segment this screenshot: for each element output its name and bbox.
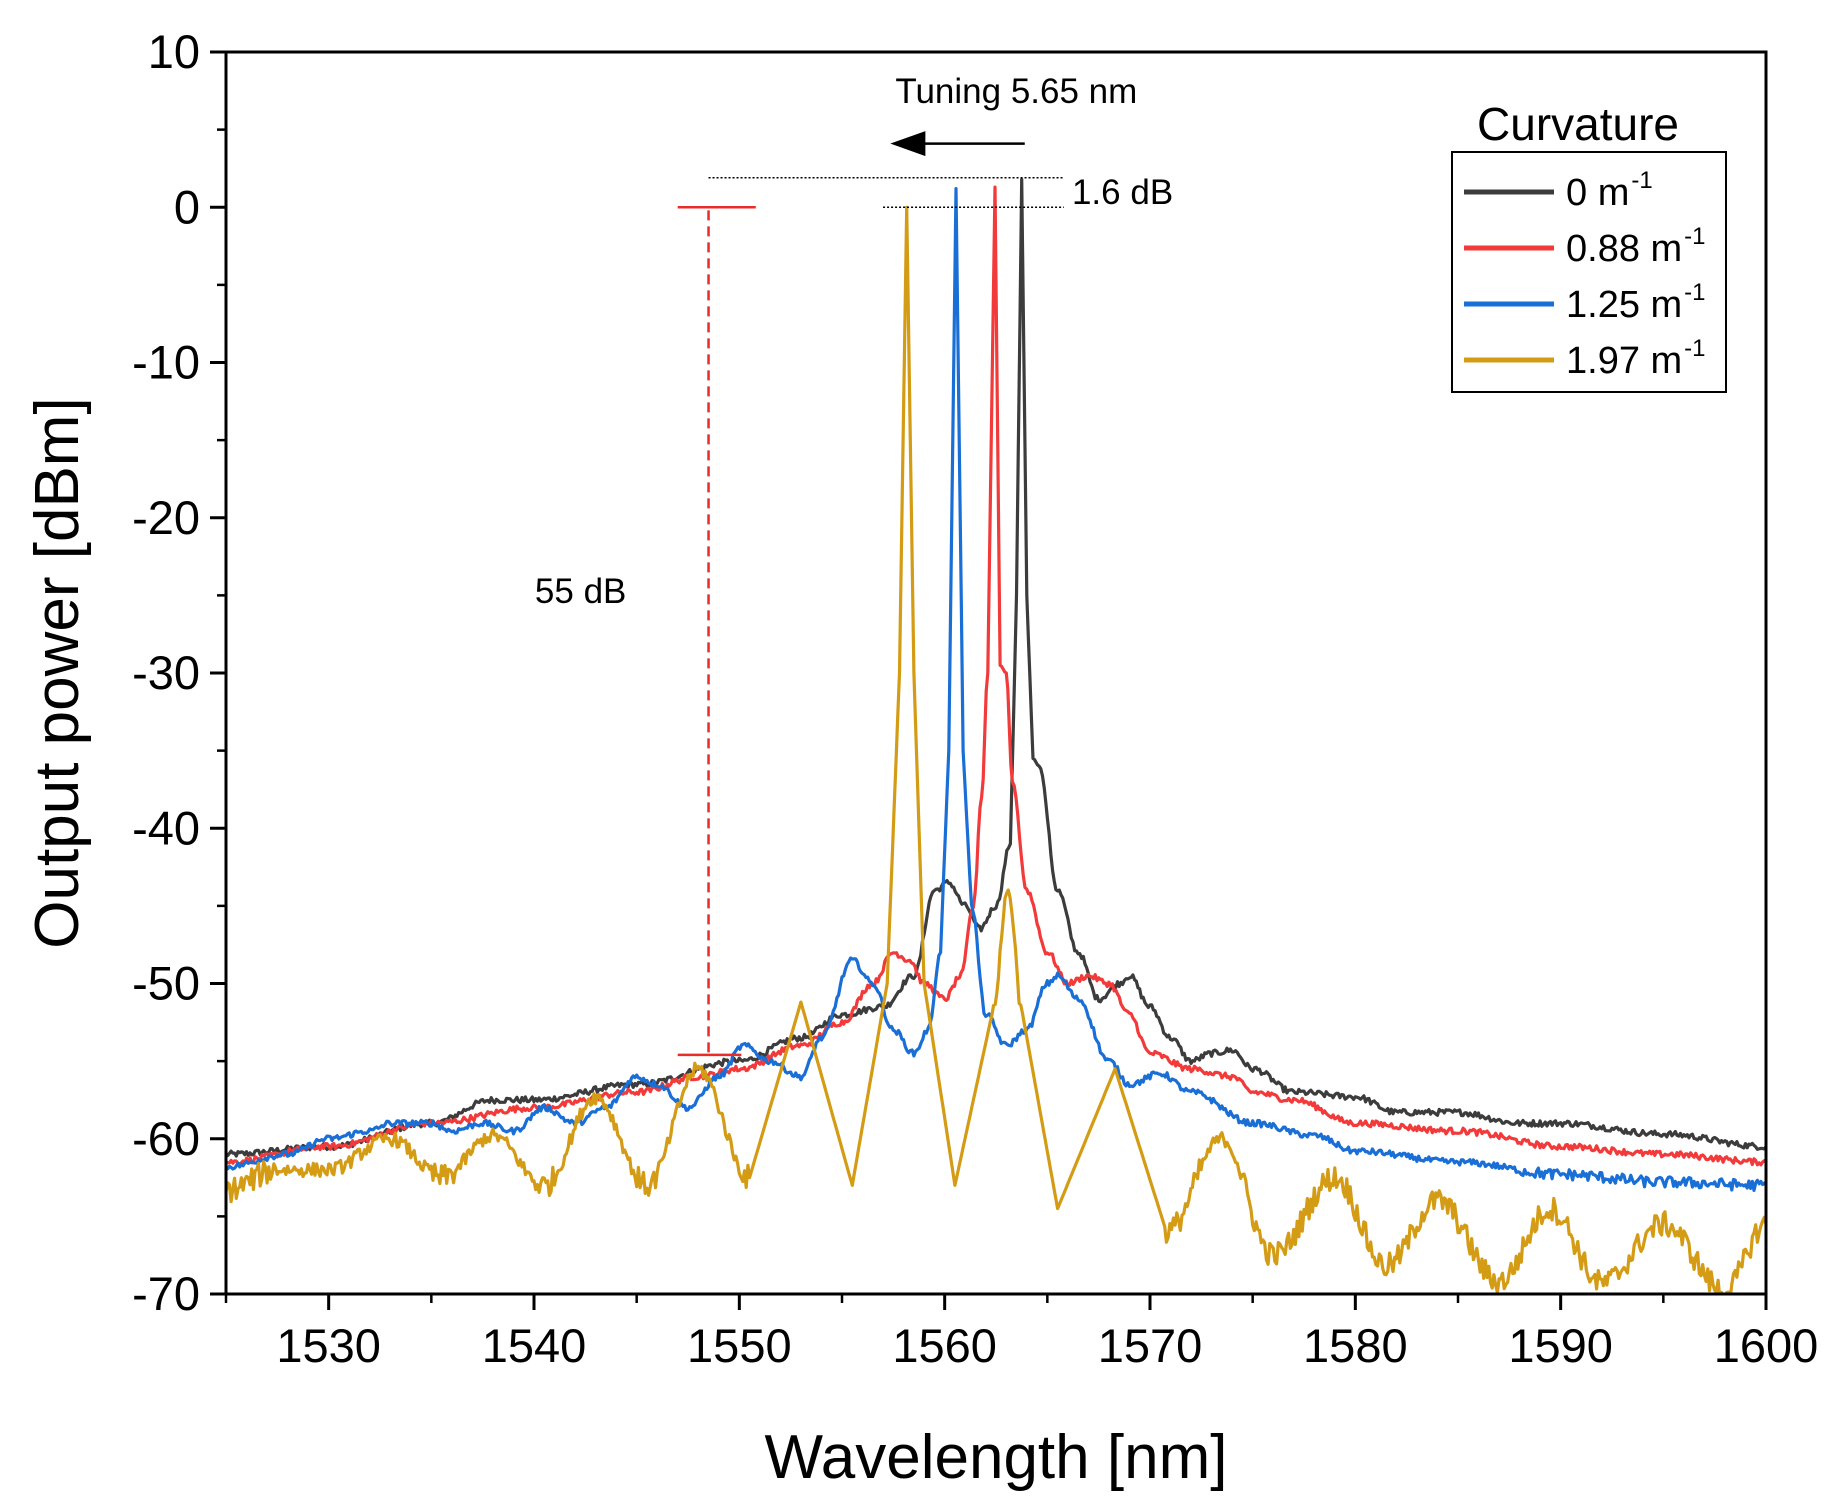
peak-difference-label: 1.6 dB [1072,173,1173,212]
y-tick-label-2: -10 [132,336,200,389]
x-tick-label-2: 1550 [687,1319,792,1372]
legend-label-sup-3: -1 [1684,335,1705,362]
legend-label-sup-0: -1 [1631,167,1652,194]
y-tick-label-1: 0 [174,180,200,233]
smsr-label: 55 dB [535,572,626,611]
legend-label-3: 1.97 m [1566,340,1682,382]
x-tick-label-1: 1540 [482,1319,587,1372]
legend-label-0: 0 m [1566,172,1629,214]
x-tick-label-7: 1600 [1714,1319,1819,1372]
y-tick-label-6: -50 [132,957,200,1010]
legend-label-sup-1: -1 [1684,223,1705,250]
series-line-2 [226,187,1766,1193]
y-tick-label-7: -60 [132,1112,200,1165]
series-line-0 [226,177,1766,1158]
legend-label-2: 1.25 m [1566,284,1682,326]
legend-title: Curvature [1477,98,1679,150]
y-tick-label-8: -70 [132,1267,200,1320]
y-tick-label-3: -20 [132,491,200,544]
x-tick-label-6: 1590 [1508,1319,1613,1372]
legend-label-1: 0.88 m [1566,228,1682,270]
x-tick-label-5: 1580 [1303,1319,1408,1372]
legend-entries: 0 m -10.88 m -11.25 m -11.97 m -1 [1464,167,1706,382]
y-axis-title: Output power [dBm] [23,397,92,948]
series-layer [226,177,1766,1294]
x-axis-title: Wavelength [nm] [765,1423,1228,1492]
tick-layer: 1530 1540 1550 1560 1570 1580 1590 1600 10 0 -10 -2… [132,25,1818,1372]
x-tick-label-0: 1530 [276,1319,381,1372]
x-tick-label-4: 1570 [1098,1319,1203,1372]
y-tick-label-0: 10 [148,25,200,78]
series-line-1 [226,185,1766,1167]
y-tick-label-5: -40 [132,801,200,854]
series-line-3 [226,205,1766,1294]
x-tick-label-3: 1560 [892,1319,997,1372]
tuning-label: Tuning 5.65 nm [895,72,1137,111]
legend-label-sup-2: -1 [1684,279,1705,306]
y-tick-label-4: -30 [132,646,200,699]
